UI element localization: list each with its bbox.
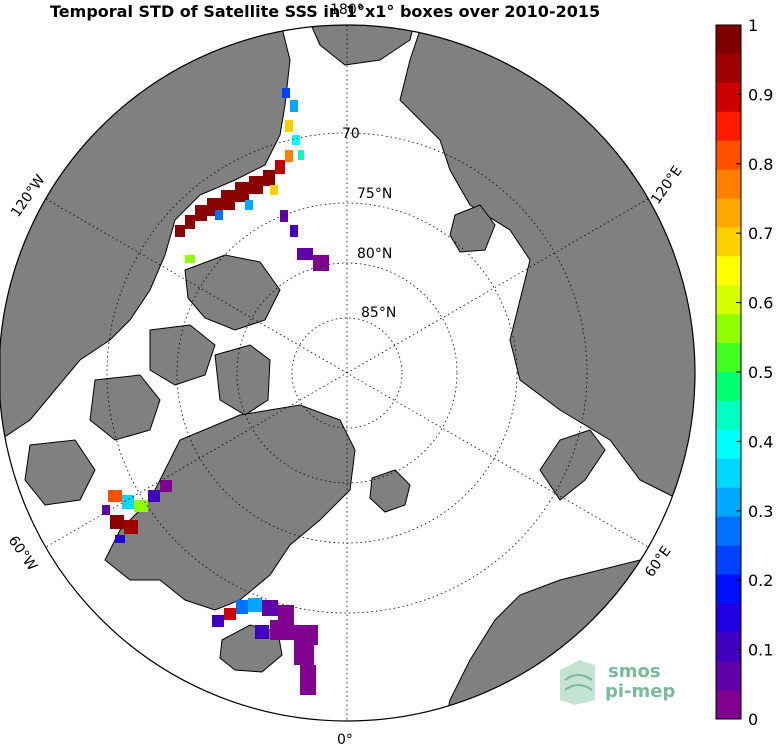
logo-line1: smos — [608, 661, 661, 682]
colorbar-swatch — [716, 25, 741, 55]
colorbar-swatch — [716, 632, 741, 662]
colorbar-tick-label: 1 — [748, 16, 758, 35]
colorbar-swatch — [716, 690, 741, 720]
colorbar-swatch — [716, 53, 741, 84]
colorbar-tick-label: 0 — [748, 710, 758, 729]
colorbar-swatch — [716, 111, 741, 142]
land-severnaya-zemlya — [449, 204, 496, 253]
colorbar-swatch — [716, 516, 741, 546]
colorbar-swatch — [716, 372, 741, 402]
land-novaya-zemlya — [539, 429, 606, 501]
land-archipelago-5 — [24, 439, 96, 506]
colorbar-swatch — [716, 140, 741, 171]
colorbar-tick-label: 0.1 — [748, 641, 773, 660]
colorbar-swatch — [716, 574, 741, 604]
land-archipelago-4 — [89, 374, 161, 441]
std-patch-nordic-seas — [212, 598, 318, 695]
colorbar-swatch — [716, 227, 741, 257]
lat-label-85: 85°N — [361, 305, 396, 321]
colorbar-swatch — [716, 256, 741, 286]
colorbar: 1 0.9 0.8 0.7 0.6 0.5 0.4 0.3 0.2 0.1 0 — [715, 16, 773, 729]
lon-label-180: 180° — [330, 2, 364, 18]
colorbar-tick-label: 0.9 — [748, 85, 773, 104]
colorbar-tick-label: 0.3 — [748, 502, 773, 521]
colorbar-tick-label: 0.6 — [748, 294, 773, 313]
smos-pi-mep-logo: smos pi-mep — [560, 660, 675, 705]
colorbar-swatch — [716, 343, 741, 373]
lon-label-120e: 120°E — [648, 163, 686, 207]
graticule — [45, 25, 649, 721]
colorbar-tick-label: 0.4 — [748, 432, 773, 451]
colorbar-swatch — [716, 458, 741, 489]
colorbar-swatch — [716, 314, 741, 344]
colorbar-swatch — [716, 400, 741, 431]
colorbar-swatch — [716, 429, 741, 460]
lon-label-60w: 60°W — [5, 533, 40, 574]
colorbar-swatch — [716, 661, 741, 691]
land-archipelago-3 — [214, 344, 271, 416]
lat-label-75: 75°N — [357, 186, 392, 202]
land-chukotka — [299, 25, 421, 66]
colorbar-swatch — [716, 603, 741, 633]
colorbar-swatch — [716, 198, 741, 228]
lon-label-0: 0° — [337, 732, 353, 747]
lat-label-70: 70 — [342, 126, 360, 142]
land-svalbard — [369, 469, 411, 513]
colorbar-swatch — [716, 487, 741, 518]
lat-label-80: 80°N — [357, 246, 392, 262]
colorbar-swatch — [716, 545, 741, 575]
figure-title: Temporal STD of Satellite SSS in 1°x1° b… — [50, 2, 601, 21]
colorbar-swatch — [716, 82, 741, 113]
colorbar-tick-label: 0.2 — [748, 571, 773, 590]
logo-line2: pi-mep — [605, 681, 675, 702]
std-patch-beaufort — [175, 88, 329, 271]
colorbar-tick-label: 0.8 — [748, 155, 773, 174]
colorbar-tick-label: 0.7 — [748, 224, 773, 243]
map-border — [0, 24, 696, 722]
colorbar-swatch — [716, 169, 741, 199]
land-archipelago-2 — [149, 324, 216, 386]
colorbar-tick-label: 0.5 — [748, 363, 773, 382]
colorbar-swatch — [716, 285, 741, 315]
std-patch-baffin — [102, 480, 172, 543]
